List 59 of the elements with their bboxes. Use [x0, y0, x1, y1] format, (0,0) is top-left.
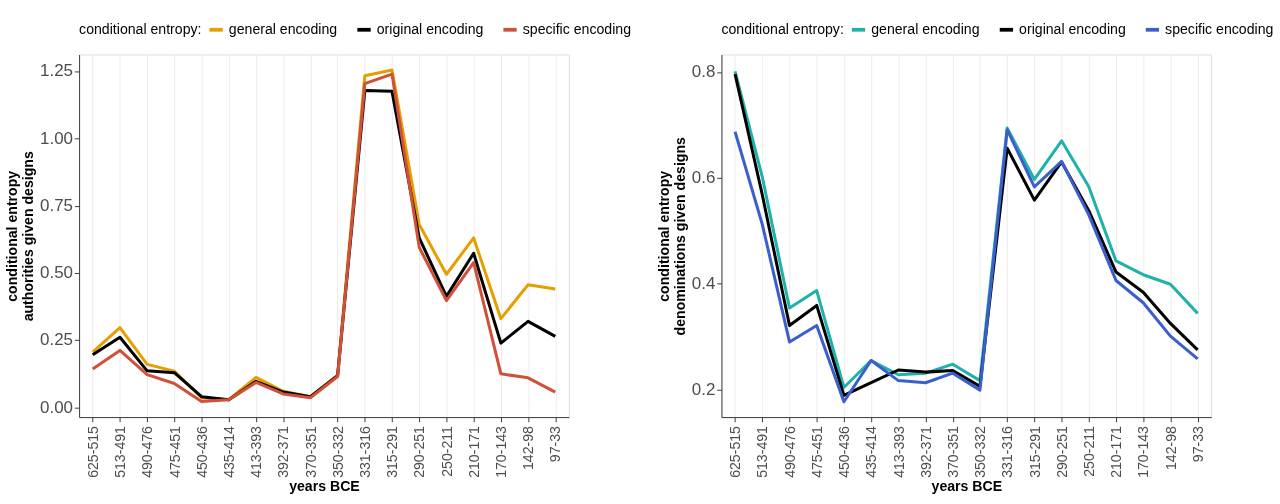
x-tick-label: 490-476 — [781, 425, 798, 478]
y-tick-label: 0.8 — [691, 62, 716, 82]
x-tick-label: 475-451 — [808, 425, 825, 478]
x-tick-label: 290-251 — [1053, 425, 1070, 478]
x-tick-label: 97-33 — [547, 425, 564, 463]
x-tick-label: 170-143 — [1135, 425, 1152, 478]
x-tick-label: 250-211 — [1080, 425, 1097, 477]
x-tick-label: 413-393 — [248, 425, 265, 478]
x-tick-label: 290-251 — [411, 425, 428, 478]
x-tick-label: 370-351 — [302, 425, 319, 478]
legend-label: general encoding — [228, 21, 338, 38]
y-tick-label: 0.4 — [691, 273, 716, 293]
x-tick-label: 315-291 — [1026, 425, 1043, 478]
y-tick-label: 0.6 — [691, 168, 716, 188]
x-tick-label: 370-351 — [944, 425, 961, 478]
x-tick-label: 490-476 — [139, 425, 156, 478]
x-tick-label: 625-515 — [727, 425, 744, 478]
x-axis-title: years BCE — [931, 478, 1003, 495]
x-tick-label: 350-332 — [972, 425, 989, 478]
x-tick-label: 413-393 — [890, 425, 907, 478]
x-tick-label: 513-491 — [112, 425, 129, 478]
x-tick-label: 625-515 — [84, 425, 101, 478]
x-tick-label: 435-414 — [863, 425, 880, 478]
x-axis-title: years BCE — [289, 478, 360, 495]
x-tick-label: 392-371 — [917, 425, 934, 478]
y-tick-label: 1.00 — [40, 128, 73, 148]
x-tick-label: 250-211 — [438, 425, 455, 477]
x-tick-label: 475-451 — [166, 425, 183, 478]
x-tick-label: 142-98 — [520, 425, 537, 470]
x-tick-label: 97-33 — [1189, 425, 1206, 463]
legend-label: specific encoding — [1165, 21, 1274, 38]
x-tick-label: 435-414 — [220, 425, 237, 478]
legend-label: specific encoding — [522, 21, 631, 38]
legend-label: original encoding — [376, 21, 484, 38]
legend-title: conditional entropy: — [721, 20, 844, 37]
y-tick-label: 0.50 — [40, 263, 73, 283]
x-tick-label: 450-436 — [836, 425, 853, 478]
y-tick-label: 0.2 — [691, 379, 716, 399]
x-tick-label: 170-143 — [493, 425, 510, 478]
x-tick-label: 392-371 — [275, 425, 292, 478]
line-series — [733, 128, 1200, 404]
x-tick-label: 331-316 — [357, 425, 373, 478]
y-axis-title: conditional entropy authorities given designs — [4, 151, 37, 322]
x-tick-label: 210-171 — [465, 425, 482, 478]
legend-title: conditional entropy: — [79, 20, 202, 37]
y-tick-label: 0.75 — [40, 195, 73, 215]
x-tick-label: 350-332 — [329, 425, 346, 478]
y-axis-title: conditional entropy denominations given designs — [656, 136, 689, 336]
y-tick-label: 0.25 — [40, 330, 73, 350]
x-tick-label: 210-171 — [1108, 425, 1125, 478]
x-tick-label: 331-316 — [999, 425, 1016, 478]
x-tick-label: 142-98 — [1162, 425, 1179, 470]
x-tick-label: 315-291 — [384, 425, 401, 478]
y-tick-label: 0.00 — [40, 397, 73, 417]
y-tick-label: 1.25 — [40, 61, 73, 81]
x-tick-label: 513-491 — [754, 425, 771, 478]
legend-label: general encoding — [871, 21, 980, 38]
x-tick-label: 450-436 — [193, 425, 210, 478]
legend-label: original encoding — [1019, 21, 1126, 38]
